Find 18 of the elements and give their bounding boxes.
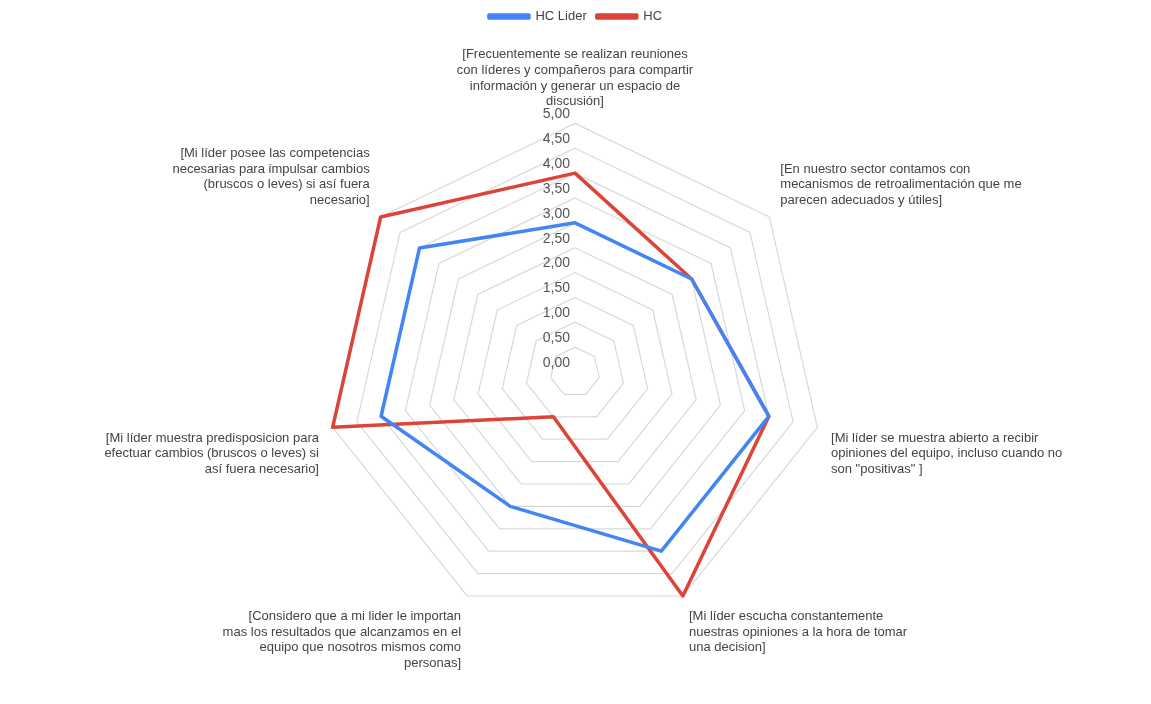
y-tick-label: 0,00 (542, 353, 571, 370)
y-tick-label: 4,50 (542, 130, 571, 147)
y-tick-label: 1,50 (542, 279, 571, 296)
y-tick-label: 2,00 (542, 254, 571, 271)
y-tick-label: 4,00 (542, 154, 571, 171)
y-tick-label: 3,00 (542, 204, 571, 221)
legend-label: HC Lider (535, 8, 588, 24)
y-tick-label: 2,50 (542, 229, 571, 246)
spoke-label: [En nuestro sector contamos con mecanismos de retroalimentación que me parecen adecuados y útiles] (780, 160, 1022, 208)
y-tick-label: 3,50 (542, 179, 571, 196)
legend-label: HC (643, 8, 663, 24)
y-tick-label: 0,50 (542, 329, 571, 345)
spoke-label: [Mi líder muestra predisposicion para efectuar cambios (bruscos o leves) si así fuera necesario] (104, 429, 320, 477)
spoke-label: [Mi líder posee las competencias necesarias para impulsar cambios (bruscos o leves) si así fuera necesario] (172, 145, 371, 208)
spoke-label: [Considero que a mi lider le importan mas los resultados que alcanzamos en el equipo que nosotros mismos como personas] (222, 607, 462, 670)
spoke-label: [Mi líder se muestra abierto a recibir opiniones del equipo, incluso cuando no son "positivas" ] (831, 429, 1063, 477)
spoke-label: [Mi líder escucha constantemente nuestras opiniones a la hora de tomar una decision] (688, 607, 908, 655)
y-tick-label: 1,00 (542, 304, 571, 321)
